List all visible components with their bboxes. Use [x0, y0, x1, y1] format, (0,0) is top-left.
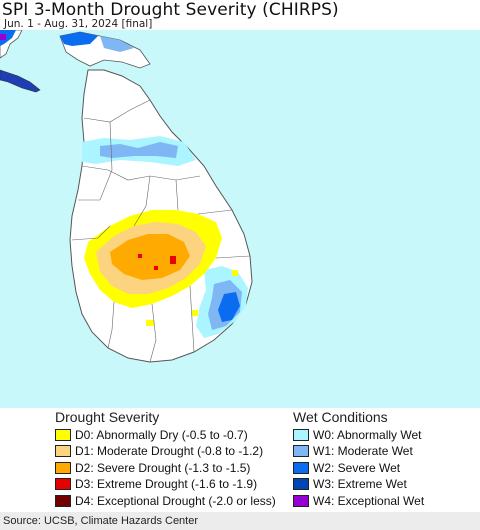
d3-extreme-cell-2	[138, 254, 142, 258]
drought-legend-swatch	[55, 478, 71, 490]
wet-legend-swatch	[293, 494, 309, 507]
drought-legend-label: D4: Exceptional Drought (-2.0 or less)	[75, 493, 276, 508]
drought-legend-title: Drought Severity	[55, 409, 160, 425]
india-exceptional-wet	[0, 34, 6, 40]
jaffna-wet-2	[100, 36, 134, 52]
d2-severe-drought	[110, 234, 190, 280]
wet-legend-title: Wet Conditions	[293, 409, 388, 425]
drought-legend-item: D4: Exceptional Drought (-2.0 or less)	[55, 493, 276, 508]
wet-legend-swatch	[293, 445, 309, 457]
north-moderate-wet	[100, 142, 178, 158]
d3-extreme-cell-3	[154, 266, 158, 270]
wet-legend-swatch	[293, 478, 309, 490]
mannar-islands	[0, 69, 41, 93]
d3-extreme-cell-1	[170, 256, 176, 264]
drought-legend-label: D0: Abnormally Dry (-0.5 to -0.7)	[75, 427, 248, 442]
wet-legend-item: W0: Abnormally Wet	[293, 427, 421, 442]
wet-legend-label: W1: Moderate Wet	[313, 444, 413, 458]
d0-speck	[146, 320, 154, 326]
wet-legend-item: W3: Extreme Wet	[293, 477, 407, 492]
map-title: SPI 3-Month Drought Severity (CHIRPS)	[2, 0, 339, 20]
wet-legend-item: W4: Exceptional Wet	[293, 493, 424, 508]
d0-speck	[232, 270, 238, 276]
d0-speck	[192, 310, 198, 316]
wet-legend-label: W3: Extreme Wet	[313, 477, 407, 491]
jaffna-wet	[60, 32, 98, 46]
drought-legend-swatch	[55, 428, 71, 441]
drought-map	[0, 30, 480, 408]
wet-legend-label: W4: Exceptional Wet	[313, 493, 425, 508]
source-credit: Source: UCSB, Climate Hazards Center	[0, 512, 480, 530]
drought-legend-item: D0: Abnormally Dry (-0.5 to -0.7)	[55, 427, 248, 442]
district-boundaries	[71, 99, 251, 363]
east-severe-wet	[218, 292, 240, 322]
wet-legend-item: W1: Moderate Wet	[293, 444, 413, 459]
wet-legend-label: W2: Severe Wet	[313, 460, 401, 475]
drought-legend-label: D1: Moderate Drought (-0.8 to -1.2)	[75, 444, 264, 458]
drought-legend-swatch	[55, 445, 71, 457]
map-subtitle: Jun. 1 - Aug. 31, 2024 [final]	[4, 18, 153, 30]
wet-legend-label: W0: Abnormally Wet	[313, 427, 422, 442]
drought-legend-item: D3: Extreme Drought (-1.6 to -1.9)	[55, 477, 257, 492]
drought-legend-item: D2: Severe Drought (-1.3 to -1.5)	[55, 460, 250, 475]
legend-panel	[0, 408, 480, 512]
drought-legend-label: D2: Severe Drought (-1.3 to -1.5)	[75, 460, 251, 475]
wet-legend-swatch	[293, 428, 309, 441]
drought-legend-item: D1: Moderate Drought (-0.8 to -1.2)	[55, 444, 263, 459]
map-canvas	[0, 30, 253, 363]
drought-legend-label: D3: Extreme Drought (-1.6 to -1.9)	[75, 477, 258, 491]
wet-legend-item: W2: Severe Wet	[293, 460, 400, 475]
drought-legend-swatch	[55, 461, 71, 474]
drought-legend-swatch	[55, 494, 71, 507]
wet-legend-swatch	[293, 461, 309, 474]
